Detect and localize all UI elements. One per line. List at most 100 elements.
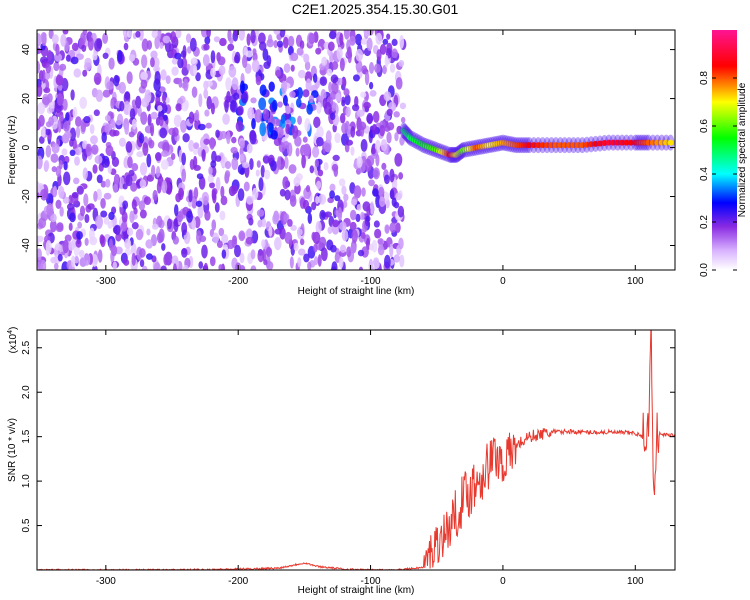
spectrogram-cell bbox=[303, 53, 310, 64]
spectrogram-cell bbox=[83, 62, 92, 72]
spectrogram-cell bbox=[384, 54, 389, 68]
spectrogram-cell bbox=[215, 155, 222, 162]
spectrogram-cell bbox=[84, 213, 90, 224]
spectrogram-cell bbox=[182, 78, 189, 92]
spectrogram-cell bbox=[270, 130, 278, 140]
spectrogram-cell bbox=[150, 57, 155, 68]
spectrogram-cell bbox=[301, 154, 306, 169]
spectrogram-cell bbox=[137, 106, 142, 117]
spectrogram-cell bbox=[220, 39, 226, 47]
spectrogram-cell bbox=[308, 95, 315, 104]
spectrogram-cell bbox=[70, 56, 79, 65]
spectrogram-cell bbox=[252, 48, 257, 56]
spectrogram-cell bbox=[173, 218, 179, 233]
signal-point bbox=[623, 139, 630, 146]
spectrogram-cell bbox=[161, 243, 166, 251]
spectrogram-cell bbox=[360, 91, 367, 98]
spectrogram-cell bbox=[366, 215, 371, 222]
signal-point bbox=[561, 142, 568, 149]
spectrogram-cell bbox=[245, 50, 254, 58]
snr-x-label: Height of straight line (km) bbox=[298, 585, 415, 596]
spectrogram-cell bbox=[171, 255, 179, 266]
spectrogram-cell bbox=[78, 249, 85, 259]
spectrogram-cell bbox=[249, 129, 257, 141]
spectrogram-cell bbox=[46, 49, 53, 61]
chart-title: C2E1.2025.354.15.30.G01 bbox=[292, 1, 459, 17]
spectrogram-cell bbox=[186, 210, 194, 223]
spectrogram-cell bbox=[245, 236, 254, 245]
spectrogram-cell bbox=[209, 256, 216, 267]
spectrogram-cell bbox=[273, 39, 278, 49]
spectrogram-cell bbox=[201, 149, 206, 162]
spectrogram-cell bbox=[379, 43, 387, 55]
spectrogram-cell bbox=[115, 233, 122, 242]
signal-point bbox=[619, 139, 626, 146]
spectrogram-cell bbox=[250, 249, 256, 260]
spectrogram-cell bbox=[266, 38, 275, 48]
spectrogram-cell bbox=[128, 54, 136, 62]
spectrogram-cell bbox=[129, 108, 136, 121]
snr-x-ticks: -300 -200 -100 0 100 bbox=[96, 330, 644, 587]
spectrogram-cell bbox=[45, 63, 51, 74]
spectrogram-cell bbox=[162, 114, 168, 121]
spectrogram-cell bbox=[48, 116, 54, 127]
spectrogram-cell bbox=[268, 81, 275, 92]
spectrogram-cell bbox=[364, 71, 370, 86]
spectrogram-cell bbox=[258, 41, 267, 51]
spectrogram-cell bbox=[386, 108, 393, 117]
spectrogram-cell bbox=[165, 96, 170, 104]
spectrogram-cell bbox=[324, 211, 332, 218]
spectrogram-cell bbox=[153, 262, 161, 270]
spectrogram-cell bbox=[351, 229, 358, 243]
spectrogram-cell bbox=[319, 76, 328, 87]
spectrogram-cell bbox=[70, 255, 76, 268]
spectrogram-cell bbox=[174, 52, 182, 60]
spectrogram-cell bbox=[378, 186, 385, 198]
spectrogram-cell bbox=[266, 260, 274, 270]
spectrogram-cell bbox=[150, 50, 158, 59]
spectrogram-cell bbox=[95, 89, 104, 102]
spectrogram-cell bbox=[350, 243, 357, 254]
spectrogram-cell bbox=[332, 219, 340, 228]
spectrogram-cell bbox=[281, 80, 288, 94]
spectrogram-cell bbox=[395, 222, 401, 233]
y-tick-label: 2.0 bbox=[21, 385, 32, 399]
spectrogram-cell bbox=[53, 61, 60, 72]
signal-point bbox=[601, 140, 608, 147]
spectrogram-cell bbox=[261, 218, 267, 228]
spectrogram-cell bbox=[248, 217, 254, 226]
spectrogram-cell bbox=[181, 221, 188, 236]
y-tick-label: 0.5 bbox=[21, 518, 32, 532]
spectrogram-cell bbox=[37, 84, 43, 97]
spectrogram-cell bbox=[135, 30, 141, 38]
spectrogram-cell bbox=[180, 119, 187, 133]
spectrogram-cell bbox=[165, 75, 171, 84]
spectrogram-cell bbox=[211, 219, 217, 231]
spectrogram-cell bbox=[339, 57, 345, 72]
spectrogram-cell bbox=[217, 56, 226, 66]
spectrogram-cell bbox=[238, 230, 246, 242]
spectrogram-cell bbox=[222, 244, 229, 251]
signal-point bbox=[663, 139, 670, 146]
spectrogram-cell bbox=[214, 202, 220, 213]
spectrogram-cell bbox=[316, 180, 322, 190]
spectrogram-cell bbox=[38, 136, 45, 144]
spectrogram-cell bbox=[276, 40, 284, 48]
spectrogram-cell bbox=[50, 213, 57, 223]
colorbar-gradient bbox=[712, 30, 737, 270]
spectrogram-cell bbox=[49, 219, 57, 233]
spectrogram-cell bbox=[207, 174, 214, 184]
signal-point bbox=[566, 142, 573, 149]
spectrogram-cell bbox=[189, 37, 197, 52]
spectrogram-cell bbox=[361, 65, 368, 75]
spectrogram-cell bbox=[127, 156, 133, 169]
spectrogram-cell bbox=[398, 237, 404, 250]
spectrogram-cell bbox=[76, 53, 84, 60]
spectrogram-cell bbox=[303, 253, 310, 263]
spectrogram-cell bbox=[118, 137, 126, 147]
spectrogram-cell bbox=[337, 207, 343, 221]
spectrogram-cell bbox=[284, 156, 289, 169]
spectrogram-cell bbox=[113, 224, 121, 236]
spectrogram-cell bbox=[220, 185, 225, 198]
spectrogram-cell bbox=[391, 38, 398, 47]
